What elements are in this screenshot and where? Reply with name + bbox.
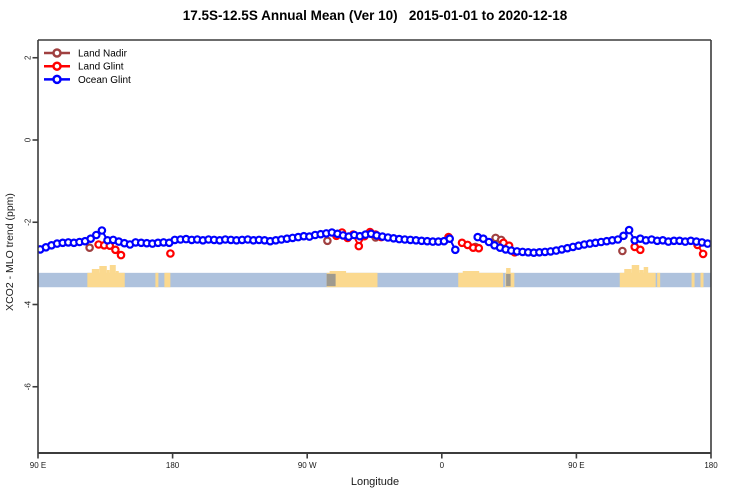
land-patch-africa [458, 272, 504, 288]
series-group [38, 225, 711, 260]
data-point [450, 245, 460, 255]
data-point [354, 241, 364, 251]
land-relief-bump [109, 265, 116, 274]
axes: 2 0 -2 -4 -6 90 E 180 90 W 0 90 E 180 [24, 39, 718, 470]
legend-item-land-nadir: Land Nadir [44, 48, 128, 60]
x-tick-label: 90 E [30, 461, 46, 470]
y-tick-label: -2 [24, 218, 33, 226]
y-tick-label: -4 [24, 300, 33, 308]
data-point [698, 249, 708, 259]
data-point [166, 249, 175, 258]
data-point [323, 236, 332, 246]
map-strip [38, 265, 711, 288]
data-point [618, 246, 627, 256]
land-relief-bump [643, 267, 649, 274]
land-relief-bump [624, 269, 632, 274]
legend-item-land-glint: Land Glint [44, 61, 124, 73]
land-relief-bump [462, 271, 480, 274]
land-relief-bump [631, 265, 640, 274]
land-relief-shade [326, 273, 336, 287]
data-point [445, 234, 455, 244]
data-point [703, 239, 711, 248]
x-tick-label: 90 E [568, 461, 584, 470]
data-point [116, 250, 126, 260]
data-point [474, 243, 484, 253]
x-tick-label: 90 W [298, 461, 317, 470]
land-patch-pacific-islands-1b [164, 272, 171, 288]
land-relief-shade [506, 273, 511, 287]
land-relief-bump [99, 266, 107, 274]
x-tick-label: 180 [166, 461, 180, 470]
data-point [111, 245, 120, 255]
land-patch-south-america [326, 272, 378, 288]
land-patch-australia-2-sliver [657, 272, 661, 288]
x-axis-title: Longitude [350, 476, 400, 488]
land-patch-pacific-islands-2b [700, 272, 704, 288]
land-relief-bump [106, 270, 110, 274]
land-relief-bump [506, 268, 511, 274]
land-relief-bump [639, 270, 644, 274]
land-relief-bump [115, 271, 119, 274]
series-ocean-glint [38, 225, 711, 258]
data-point [86, 234, 96, 244]
legend: Land Nadir Land Glint Ocean Glint [44, 48, 131, 86]
land-patch-pacific-islands-1a [155, 272, 159, 288]
data-point [97, 226, 107, 235]
land-patch-australia-2 [619, 272, 656, 288]
x-tick-label: 0 [440, 461, 445, 470]
legend-item-ocean-glint: Ocean Glint [44, 74, 131, 86]
land-patch-australia-1 [87, 272, 125, 288]
y-tick-label: -6 [24, 383, 33, 391]
y-tick-label: 0 [24, 137, 33, 142]
x-tick-label: 180 [704, 461, 718, 470]
legend-marker-circle [52, 74, 62, 85]
y-tick-label: 2 [24, 55, 33, 60]
chart-title: 17.5S-12.5S Annual Mean (Ver 10) 2015-01… [182, 8, 568, 23]
land-patch-pacific-islands-2a [691, 272, 695, 288]
data-point [613, 235, 623, 244]
legend-marker-circle [52, 61, 62, 71]
land-relief-bump [91, 269, 100, 274]
data-point [92, 230, 101, 240]
legend-marker-circle [52, 48, 62, 58]
data-point [635, 245, 645, 255]
data-point [619, 231, 628, 241]
land-relief-bump [329, 271, 347, 274]
legend-label: Ocean Glint [78, 75, 131, 86]
legend-label: Land Glint [78, 62, 124, 73]
data-point [85, 243, 94, 253]
data-point [624, 225, 634, 235]
legend-label: Land Nadir [78, 49, 128, 60]
